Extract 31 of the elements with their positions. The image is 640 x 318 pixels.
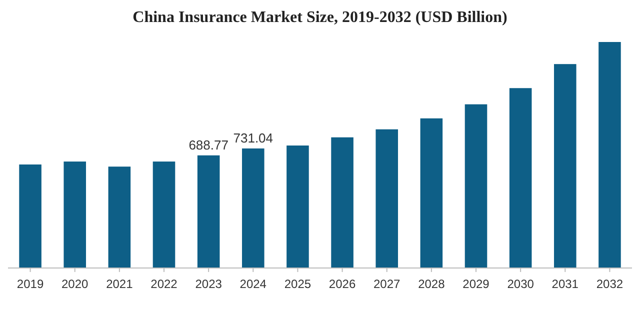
x-tick-label: 2022 [150, 277, 178, 291]
bar [331, 137, 354, 268]
x-tick-label: 2023 [195, 277, 222, 291]
bar [152, 162, 176, 268]
bar [64, 162, 86, 268]
x-tick-label: 2032 [596, 277, 624, 291]
x-tick-label: 2031 [552, 277, 579, 291]
x-tick-label: 2026 [328, 277, 356, 291]
x-tick-label: 2020 [62, 277, 89, 291]
bar [598, 42, 621, 268]
bar [420, 118, 443, 268]
x-tick-label: 2027 [374, 277, 401, 291]
x-tick-label: 2030 [507, 277, 534, 291]
bar [554, 64, 576, 268]
data-label: 688.77 [188, 137, 228, 152]
x-tick-label: 2025 [284, 277, 312, 291]
chart-title: China Insurance Market Size, 2019-2032 (USD Billion) [132, 9, 508, 26]
bar [286, 146, 309, 268]
bar [197, 155, 220, 268]
x-tick-label: 2028 [418, 277, 446, 291]
x-tick-label: 2021 [106, 277, 134, 291]
x-tick-label: 2029 [462, 277, 490, 291]
bar [376, 129, 398, 268]
bar [108, 166, 131, 268]
data-label: 731.04 [233, 130, 274, 146]
bar [242, 148, 264, 268]
x-tick-label: 2024 [240, 277, 267, 291]
bar [509, 88, 532, 268]
bar [464, 104, 488, 268]
x-tick-label: 2019 [16, 277, 44, 291]
bar [19, 164, 42, 268]
